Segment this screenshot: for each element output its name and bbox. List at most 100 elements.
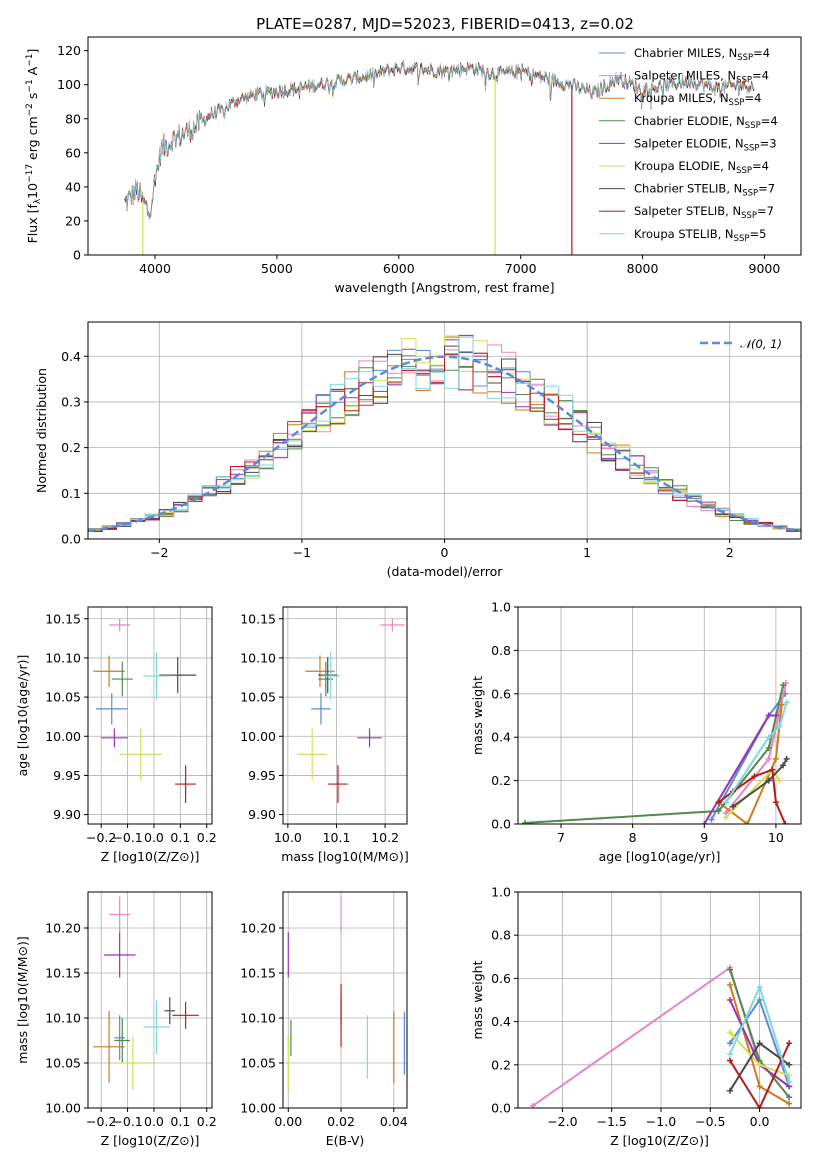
ylabel-part: 10 [25, 183, 40, 199]
weight-marker [522, 819, 529, 824]
weight-line [724, 702, 788, 803]
weight-marker [727, 1087, 734, 1094]
x-tick-label: 5000 [261, 261, 293, 276]
ylabel-part: s [25, 93, 40, 104]
y-tick-label: 10.00 [45, 729, 81, 744]
y-tick-label: 10.10 [45, 650, 81, 665]
mass-weight-vs-age-axes [518, 606, 801, 825]
weight-marker [780, 762, 787, 769]
histogram-legend: 𝒩(0, 1) [700, 337, 782, 351]
weight-marker [786, 1094, 793, 1101]
weight-marker [708, 816, 715, 823]
weight-marker [722, 814, 729, 821]
mass-weight-vs-Z-plot [529, 964, 793, 1108]
y-tick-label: 10.00 [240, 1101, 276, 1116]
legend-label: Kroupa MILES, NSSP=4 [634, 91, 761, 108]
y-tick-label: 9.95 [248, 768, 276, 783]
x-tick-label: 10 [768, 830, 784, 845]
x-tick-label: 10.1 [323, 830, 351, 845]
y-tick-label: 0.4 [491, 1014, 511, 1029]
weight-marker [756, 1040, 763, 1047]
y-tick-label: 0.2 [491, 773, 511, 788]
y-axis-label: mass weight [470, 960, 485, 1039]
weight-series-salpeter-stelib [727, 1040, 793, 1108]
weight-marker [782, 821, 789, 824]
weight-line [717, 704, 783, 824]
weight-marker [729, 803, 736, 810]
x-tick-label: −1.0 [646, 1114, 676, 1129]
y-tick-label: 0.1 [61, 486, 81, 501]
x-tick-label: 1 [583, 545, 591, 560]
x-tick-label: 0.2 [197, 830, 217, 845]
legend-label: Chabrier STELIB, NSSP=7 [634, 182, 775, 199]
weight-marker [772, 712, 779, 719]
ylabel-part: erg cm [25, 116, 40, 164]
spectrum-legend: Chabrier MILES, NSSP=4 Salpeter MILES, NS… [599, 46, 778, 244]
x-tick-label: 0.1 [170, 830, 190, 845]
y-tick-label: 10.05 [45, 690, 81, 705]
y-tick-label: 0.4 [491, 730, 511, 745]
y-tick-label: 10.05 [45, 1056, 81, 1071]
weight-marker [751, 773, 758, 780]
x-tick-label: 9 [700, 830, 708, 845]
ylabel-part: ] [25, 49, 40, 54]
y-tick-label: 9.90 [53, 807, 81, 822]
weight-marker [786, 1040, 793, 1047]
weight-marker [765, 734, 772, 741]
legend-value: =7 [758, 182, 775, 196]
x-tick-label: 8000 [627, 261, 659, 276]
age-vs-Z-axes [88, 607, 212, 824]
ylabel-part: −2 [25, 103, 35, 116]
legend-label: Chabrier MILES, NSSP=4 [634, 46, 770, 63]
y-tick-label: 0.0 [491, 817, 511, 832]
legend-value: =4 [744, 91, 761, 105]
legend-value: =5 [749, 227, 766, 241]
legend-subscript: SSP [736, 76, 752, 86]
x-tick-label: 0.0 [750, 1114, 770, 1129]
weight-marker [780, 682, 787, 689]
legend-label: Chabrier ELODIE, NSSP=4 [634, 114, 778, 131]
weight-marker [727, 1040, 734, 1047]
errorbar-chabrier-miles [311, 693, 331, 725]
weight-marker [765, 755, 772, 762]
age-vs-mass-axes [283, 607, 407, 824]
mass-vs-EBV-frame: 0.00 0.02 0.04 10.00 10.05 10.10 10.15 10.20 E(B… [240, 891, 408, 1148]
y-tick-label: 20 [65, 213, 81, 228]
y-tick-label: 0.3 [61, 394, 81, 409]
weight-series-chabrier-stelib [729, 755, 790, 810]
ylabel-part: Flux [f [25, 204, 40, 244]
x-tick-label: 0.04 [380, 1114, 408, 1129]
legend-label: Salpeter MILES, NSSP=4 [634, 69, 769, 86]
y-tick-label: 0.0 [491, 1101, 511, 1116]
errorbar-chabrier-miles [95, 693, 128, 725]
mass-vs-Z-frame: −0.2−0.1 0.0 0.1 0.2 10.00 10.05 10.10 10.15 10.… [15, 891, 217, 1148]
y-tick-label: 10.10 [240, 650, 276, 665]
y-tick-label: 9.95 [53, 768, 81, 783]
weight-marker [776, 723, 783, 730]
y-tick-label: 60 [65, 145, 81, 160]
weight-marker [756, 984, 763, 991]
y-axis-label: Flux [fλ10−17 erg cm−2 s−1 A−1] [25, 49, 43, 244]
weight-marker [776, 777, 783, 784]
x-tick-label: 4000 [139, 261, 171, 276]
y-tick-label: 0.2 [491, 1057, 511, 1072]
x-tick-label: 9000 [749, 261, 781, 276]
weight-series-kroupa-stelib [727, 984, 793, 1086]
errorbar-kroupa-miles [305, 655, 335, 687]
weight-marker [727, 1051, 734, 1057]
x-tick-label: −2.0 [547, 1114, 577, 1129]
weight-marker [765, 745, 772, 752]
y-axis-label: mass weight [470, 676, 485, 755]
y-tick-label: 10.10 [240, 1011, 276, 1026]
spectrum-frame: 4000 5000 6000 7000 8000 9000 0 20 40 60 80 100 120 w… [25, 36, 802, 295]
y-axis-label: mass [log10(M/M⊙)] [15, 936, 30, 1064]
x-tick-label: 2 [726, 545, 734, 560]
x-tick-label: 0.0 [144, 1114, 164, 1129]
legend-subscript: SSP [741, 211, 757, 221]
x-tick-label: −1 [293, 545, 311, 560]
weight-marker [786, 1079, 793, 1086]
normal-curve [88, 355, 801, 533]
legend-label: Kroupa ELODIE, NSSP=4 [634, 159, 769, 176]
y-tick-label: 10.10 [45, 1011, 81, 1026]
errorbar-kroupa-stelib [143, 1000, 170, 1054]
